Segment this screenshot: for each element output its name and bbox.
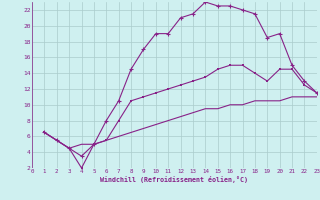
X-axis label: Windchill (Refroidissement éolien,°C): Windchill (Refroidissement éolien,°C) xyxy=(100,176,248,183)
